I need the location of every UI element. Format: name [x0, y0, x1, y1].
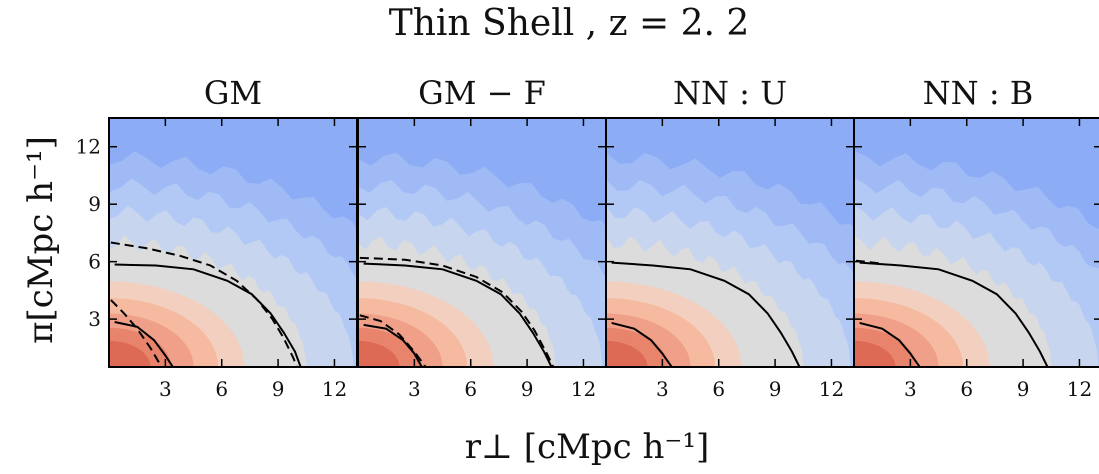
x-tick-label: 3: [656, 377, 669, 401]
filled-contours: [358, 118, 606, 367]
dashed-contour: [359, 314, 427, 367]
contour-lines: [611, 261, 801, 367]
solid-contour: [611, 261, 801, 367]
x-axis-label: r⊥ [cMpc h⁻¹]: [465, 427, 710, 467]
solid-contour: [114, 263, 302, 367]
contour-band: [358, 340, 400, 367]
solid-contour: [859, 321, 921, 367]
solid-contour: [114, 321, 174, 367]
y-tick-label: 3: [88, 307, 101, 331]
y-tick-label: 6: [88, 250, 101, 274]
panel-3: NN : U 3 6 9 12: [605, 74, 855, 401]
x-tick-label: 6: [712, 377, 725, 401]
filled-contours: [109, 118, 357, 367]
x-tick-label: 12: [322, 377, 347, 401]
filled-contours: [854, 118, 1099, 367]
panel-4: NN : B 3 6 9 12: [853, 74, 1099, 401]
y-tick-label: 9: [88, 192, 101, 216]
contour-lines: [110, 241, 302, 367]
x-tick-label: 3: [904, 377, 917, 401]
panel-2: GM − F 3 6 9 12: [357, 74, 607, 401]
x-tick-label: 12: [571, 377, 596, 401]
solid-contour: [363, 323, 423, 367]
x-tick-label: 9: [521, 377, 534, 401]
x-tick-label: 3: [159, 377, 172, 401]
y-axis-label: π[cMpc h⁻¹]: [21, 136, 61, 344]
x-tick-label: 9: [1017, 377, 1030, 401]
solid-contour: [611, 321, 673, 367]
x-tick-label: 9: [769, 377, 782, 401]
x-tick-label: 12: [819, 377, 844, 401]
panel-1: GM 3 6 9 12 3 6 9 12: [76, 74, 358, 401]
dashed-contour: [110, 241, 298, 367]
panel-title: NN : B: [923, 74, 1034, 112]
x-tick-label: 6: [215, 377, 228, 401]
x-tick-label: 6: [464, 377, 477, 401]
x-tick-label: 3: [408, 377, 421, 401]
contour-band: [854, 340, 896, 367]
filled-contours: [606, 118, 854, 367]
x-tick-label: 9: [272, 377, 285, 401]
figure-title: Thin Shell , z = 2. 2: [389, 3, 750, 44]
solid-contour: [363, 262, 553, 367]
panel-title: NN : U: [673, 74, 787, 112]
dashed-contour: [359, 256, 555, 367]
x-tick-label: 6: [960, 377, 973, 401]
panel-title: GM: [204, 74, 262, 112]
y-tick-label: 12: [76, 135, 101, 159]
solid-contour: [859, 261, 1049, 367]
panel-title: GM − F: [418, 74, 546, 112]
contour-band: [109, 340, 151, 367]
panel-frame: [853, 117, 1099, 368]
x-tick-label: 12: [1067, 377, 1092, 401]
contour-lines: [359, 256, 555, 367]
contour-band: [606, 340, 648, 367]
